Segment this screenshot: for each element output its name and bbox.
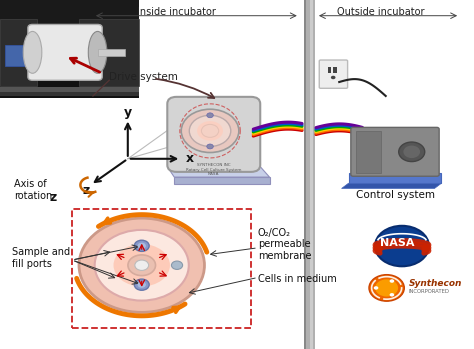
Text: z: z [50,191,57,204]
Polygon shape [342,183,441,188]
Text: Axis of
rotation: Axis of rotation [14,179,52,201]
Circle shape [390,293,394,297]
Text: Synthecon: Synthecon [409,279,462,288]
Circle shape [128,255,155,276]
Bar [356,131,381,173]
Circle shape [181,109,239,153]
FancyBboxPatch shape [351,127,439,176]
Circle shape [331,76,336,79]
Ellipse shape [88,31,107,73]
Bar [0,87,139,92]
FancyBboxPatch shape [28,24,102,80]
Text: z: z [82,184,90,197]
Text: SYNTHECON INC
Rotary Cell Culture System
NASA: SYNTHECON INC Rotary Cell Culture System… [186,163,242,176]
Bar [304,0,315,349]
Text: Cells in medium: Cells in medium [258,274,337,284]
Polygon shape [167,167,270,177]
Circle shape [134,240,149,251]
Circle shape [369,275,404,301]
Circle shape [197,121,223,141]
Text: O₂/CO₂
permeable
membrane: O₂/CO₂ permeable membrane [258,228,311,261]
Text: y: y [124,106,132,119]
Text: Outside incubator: Outside incubator [337,7,425,17]
Text: NASA: NASA [380,238,415,248]
Circle shape [137,282,146,288]
Bar [5,45,28,66]
Bar [98,49,126,56]
Circle shape [201,124,219,138]
FancyBboxPatch shape [167,97,260,172]
Circle shape [403,146,420,158]
Bar [310,0,313,349]
Circle shape [375,279,398,297]
FancyBboxPatch shape [348,173,441,183]
Text: x: x [185,152,194,165]
Bar [79,19,139,86]
FancyBboxPatch shape [319,60,347,88]
Circle shape [189,115,231,147]
Polygon shape [174,177,270,184]
Text: INCORPORATED: INCORPORATED [409,289,450,294]
Text: Control system: Control system [356,190,435,200]
Bar [328,67,331,73]
Circle shape [172,261,182,269]
Circle shape [399,142,425,162]
Circle shape [137,243,146,249]
Circle shape [113,244,170,287]
Circle shape [207,144,213,149]
Circle shape [79,218,204,312]
Bar [333,67,337,73]
Ellipse shape [23,31,42,73]
Text: Drive system: Drive system [109,72,178,82]
Circle shape [374,286,378,290]
Circle shape [390,279,394,283]
Bar [0,77,139,98]
Circle shape [207,113,213,118]
Text: Sample and
fill ports: Sample and fill ports [12,247,70,269]
Bar [304,0,306,349]
Bar [0,19,37,86]
Circle shape [375,226,429,266]
Bar [0,0,139,98]
Circle shape [95,230,189,300]
Bar [0,92,139,96]
Text: Inside incubator: Inside incubator [137,7,216,17]
Circle shape [135,260,149,270]
Circle shape [134,279,149,290]
